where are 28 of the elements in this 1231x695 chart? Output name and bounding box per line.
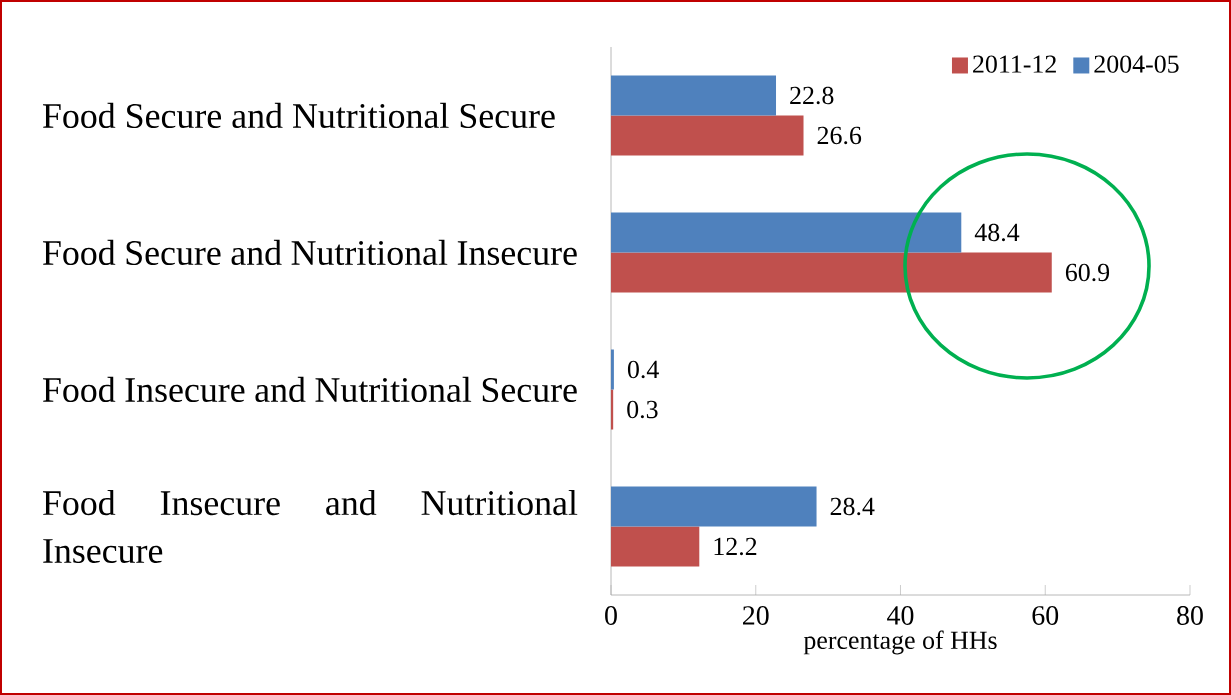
data-label: 0.4 <box>627 360 659 379</box>
x-tick-label: 40 <box>887 606 914 625</box>
y-tick-label: Food Insecure and Nutritional Secure <box>42 376 577 403</box>
y-tick-label: Food Insecure and Nutritional Insecure <box>42 489 578 564</box>
y-tick-label: Food Secure and Nutritional Insecure <box>42 239 577 266</box>
bar <box>611 349 614 390</box>
bar <box>611 212 962 253</box>
bar <box>611 252 1052 293</box>
data-label: 60.9 <box>1065 263 1110 282</box>
bar <box>611 389 614 430</box>
x-tick-label: 80 <box>1177 606 1203 625</box>
data-label: 48.4 <box>974 223 1020 242</box>
bar <box>611 526 700 567</box>
x-tick-label: 20 <box>743 606 769 625</box>
data-label: 26.6 <box>817 126 862 145</box>
x-axis-title: percentage of HHs <box>803 630 997 655</box>
legend-label: 2004-05 <box>1094 55 1179 73</box>
data-label: 12.2 <box>714 537 757 556</box>
y-tick-label: Food Secure and Nutritional Secure <box>42 102 555 129</box>
data-label: 22.8 <box>790 86 834 105</box>
bar <box>611 486 817 527</box>
data-label: 0.3 <box>627 400 658 419</box>
data-label: 28.4 <box>830 497 875 516</box>
x-tick-label: 0 <box>605 606 617 625</box>
bar <box>611 115 804 156</box>
bar <box>611 75 777 116</box>
x-tick-label: 60 <box>1032 606 1059 625</box>
legend-label: 2011-12 <box>973 55 1056 73</box>
